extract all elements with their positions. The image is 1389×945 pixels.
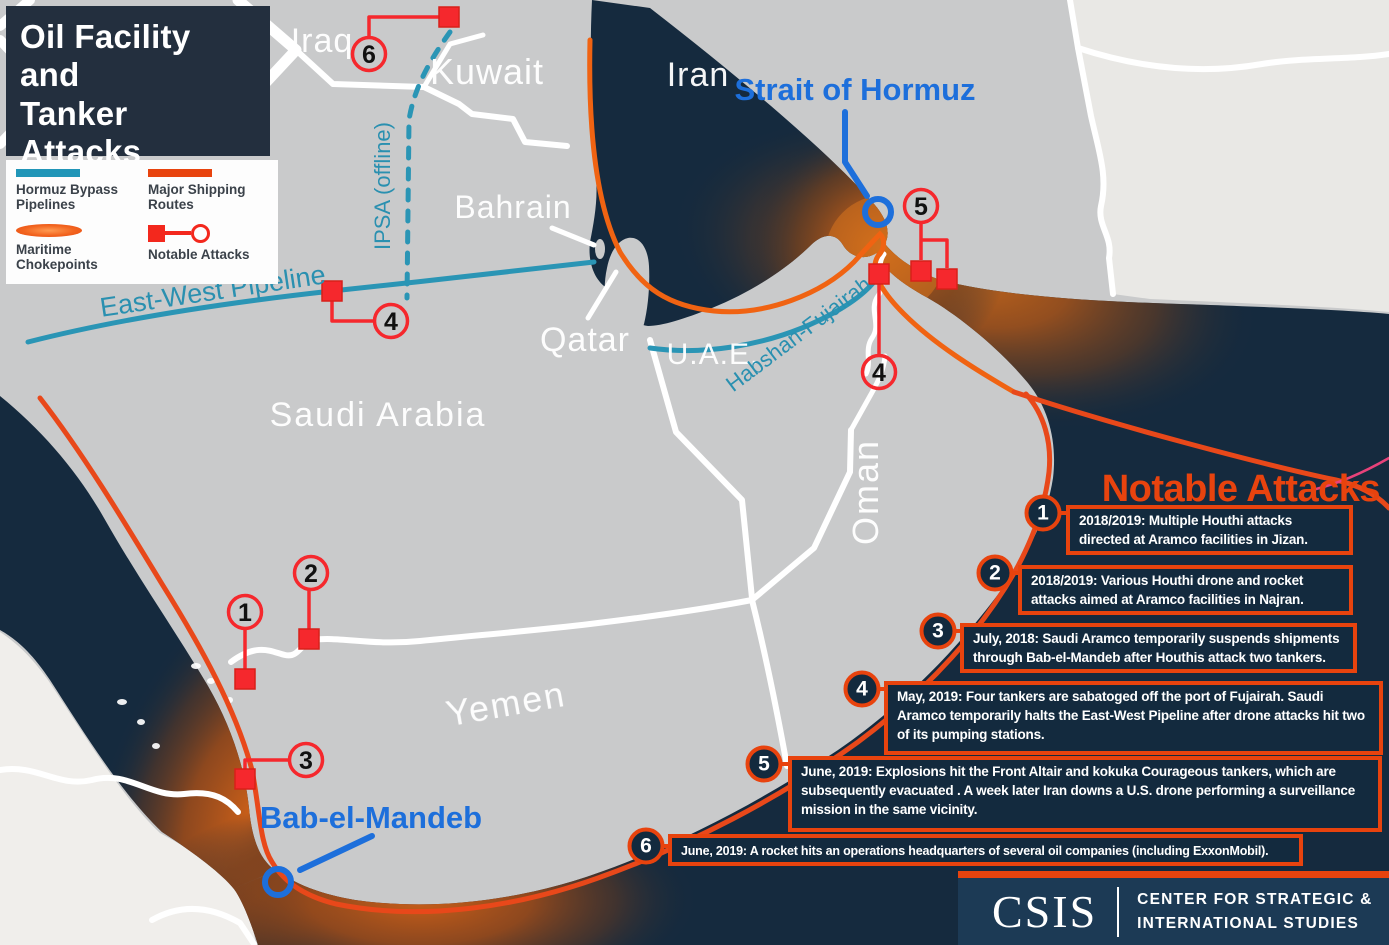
red-sea-aden-route — [37, 391, 1053, 915]
map-marker-2: 2 — [304, 560, 318, 588]
note-number-5: 5 — [745, 745, 783, 783]
ipsa-pipeline-line — [404, 29, 453, 301]
land-africa — [0, 632, 256, 945]
land-qatar — [604, 237, 650, 337]
label-iran: Iran — [667, 56, 730, 94]
note-number-3: 3 — [919, 612, 957, 650]
note-number-2: 2 — [976, 554, 1014, 592]
legend-item-attacks: Notable Attacks — [148, 223, 274, 272]
chokepoint-swatch-icon — [16, 224, 82, 238]
label-strait-of-hormuz: Strait of Hormuz — [734, 72, 975, 107]
legend-label: Notable Attacks — [148, 247, 250, 263]
route-swatch-icon — [148, 169, 212, 177]
footer-org-line1: CENTER FOR STRATEGIC & — [1137, 891, 1373, 909]
legend-item-routes: Major Shipping Routes — [148, 169, 274, 212]
attack-square-5a — [910, 260, 932, 282]
shipping-routes — [37, 37, 1389, 915]
note-box-6: June, 2019: A rocket hits an operations … — [668, 834, 1303, 866]
note-number-6: 6 — [627, 827, 665, 865]
hormuz-circle — [862, 196, 894, 228]
label-uae: U.A.E. — [667, 338, 760, 371]
footer-accent-bar — [958, 871, 1389, 878]
land-bahrain-island — [595, 239, 605, 259]
label-kuwait: Kuwait — [430, 51, 544, 92]
map-marker-6: 6 — [362, 41, 376, 69]
attack-swatch-icon — [148, 223, 274, 243]
qatar-pointer-line — [585, 269, 619, 321]
legend-item-chokepoints: Maritime Chokepoints — [16, 224, 144, 272]
attack-square-1 — [234, 668, 256, 690]
footer-divider — [1117, 886, 1120, 937]
note-box-3: July, 2018: Saudi Aramco temporarily sus… — [960, 623, 1357, 673]
label-bab-el-mandeb: Bab-el-Mandeb — [260, 800, 482, 835]
waterway-pointers — [262, 109, 894, 898]
legend-label: Hormuz Bypass Pipelines — [16, 182, 119, 213]
label-bahrain: Bahrain — [454, 189, 571, 225]
label-saudi-arabia: Saudi Arabia — [270, 396, 487, 434]
legend-label: Maritime Chokepoints — [16, 242, 98, 273]
secondary-route — [1314, 456, 1389, 491]
map-marker-4-fujairah: 4 — [872, 359, 886, 387]
map-marker-1: 1 — [238, 599, 252, 627]
attack-square-3 — [234, 768, 256, 790]
legend-item-pipelines: Hormuz Bypass Pipelines — [16, 169, 144, 212]
bab-pointer-line — [297, 833, 375, 873]
note-box-5: June, 2019: Explosions hit the Front Alt… — [788, 756, 1382, 832]
gulf-route — [587, 37, 1017, 395]
bahrain-pointer-line — [549, 225, 597, 248]
pipeline-swatch-icon — [16, 169, 80, 177]
note-number-4: 4 — [843, 670, 881, 708]
map-marker-4-pipeline: 4 — [384, 308, 398, 336]
legend-label: Major Shipping Routes — [148, 182, 246, 213]
legend: Hormuz Bypass Pipelines Major Shipping R… — [6, 160, 278, 285]
attack-square-4-fujairah — [868, 263, 890, 285]
habshan-fujairah-pipeline-line — [647, 275, 880, 354]
label-qatar: Qatar — [540, 321, 630, 359]
note-box-2: 2018/2019: Various Houthi drone and rock… — [1018, 565, 1353, 615]
footer-org-line2: INTERNATIONAL STUDIES — [1137, 914, 1359, 932]
indian-ocean-route — [1011, 389, 1389, 511]
land-east-region — [1072, 0, 1389, 312]
panel-title: Notable Attacks — [1101, 468, 1381, 510]
map-marker-3: 3 — [299, 747, 313, 775]
attack-square-5b — [936, 268, 958, 290]
label-ipsa-pipeline: IPSA (offline) — [370, 122, 395, 250]
attack-square-6 — [438, 6, 460, 28]
label-oman: Oman — [845, 439, 886, 545]
bab-circle — [262, 866, 294, 898]
map-title-line1: Oil Facility and — [20, 18, 191, 94]
label-iraq: Iraq — [291, 22, 354, 60]
csis-footer: CSIS CENTER FOR STRATEGIC & INTERNATIONA… — [958, 871, 1389, 945]
attack-square-4-pipeline — [321, 280, 343, 302]
note-number-1: 1 — [1024, 494, 1062, 532]
note-box-1: 2018/2019: Multiple Houthi attacks direc… — [1066, 505, 1353, 555]
title-box: Oil Facility and Tanker Attacks Map 2018… — [6, 6, 270, 206]
attack-markers: 6 4 1 2 3 4 5 — [226, 6, 958, 790]
hormuz-pointer-line — [842, 109, 870, 199]
map-marker-5: 5 — [914, 193, 928, 221]
csis-logo: CSIS — [992, 886, 1098, 937]
note-box-4: May, 2019: Four tankers are sabatoged of… — [884, 681, 1383, 755]
attack-square-2 — [298, 628, 320, 650]
